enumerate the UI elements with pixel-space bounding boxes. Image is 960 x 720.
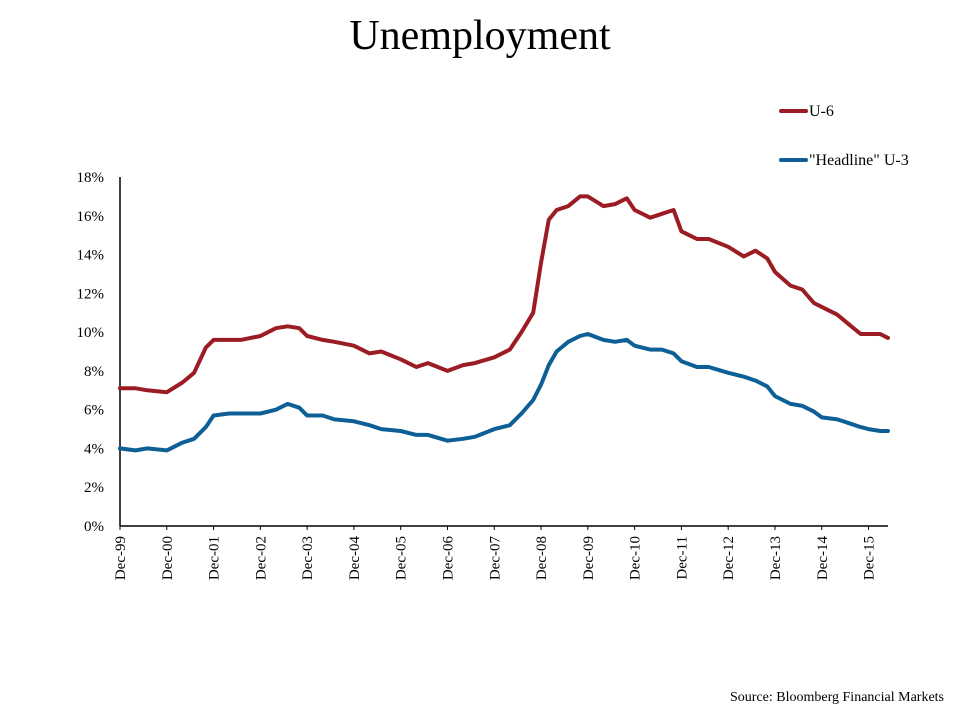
x-tick-label: Dec-14 bbox=[815, 536, 831, 581]
x-tick-label: Dec-01 bbox=[207, 536, 223, 580]
legend: U-6 "Headline" U-3 bbox=[779, 103, 909, 169]
x-tick-label: Dec-07 bbox=[487, 536, 503, 581]
x-tick-label: Dec-13 bbox=[768, 536, 784, 580]
x-tick-label: Dec-10 bbox=[628, 536, 644, 580]
x-tick-label: Dec-11 bbox=[674, 536, 690, 580]
y-tick-label: 0% bbox=[84, 519, 104, 535]
x-tick-label: Dec-05 bbox=[394, 536, 410, 580]
y-tick-label: 10% bbox=[77, 325, 105, 341]
x-tick-label: Dec-08 bbox=[534, 536, 550, 580]
y-tick-label: 8% bbox=[84, 364, 104, 380]
chart-title: Unemployment bbox=[349, 13, 611, 59]
legend-label-0: U-6 bbox=[809, 103, 834, 120]
x-tick-label: Dec-99 bbox=[113, 536, 129, 580]
y-tick-label: 2% bbox=[84, 480, 104, 496]
legend-label-1: "Headline" U-3 bbox=[809, 152, 909, 169]
x-tick-label: Dec-15 bbox=[862, 536, 878, 580]
x-tick-label: Dec-03 bbox=[300, 536, 316, 580]
y-tick-label: 14% bbox=[77, 248, 105, 264]
series-line-1 bbox=[118, 332, 890, 453]
source-note: Source: Bloomberg Financial Markets bbox=[730, 690, 944, 705]
x-tick-label: Dec-00 bbox=[160, 536, 176, 580]
x-tick-label: Dec-06 bbox=[440, 536, 456, 581]
series-layer bbox=[118, 194, 890, 453]
series-line-0 bbox=[118, 194, 890, 395]
x-tick-label: Dec-04 bbox=[347, 536, 363, 581]
y-tick-label: 6% bbox=[84, 403, 104, 419]
x-tick-label: Dec-02 bbox=[253, 536, 269, 580]
y-axis: 0% 2% 4% 6% 8% 10% 12% 14% 16% 18% bbox=[77, 170, 121, 535]
x-axis: Dec-99 Dec-00 Dec-01 Dec-02 Dec-03 Dec-04 Dec-… bbox=[113, 525, 888, 581]
y-tick-label: 12% bbox=[77, 286, 105, 302]
y-tick-label: 4% bbox=[84, 441, 104, 457]
x-tick-label: Dec-12 bbox=[721, 536, 737, 580]
x-tick-label: Dec-09 bbox=[581, 536, 597, 580]
y-tick-label: 16% bbox=[77, 209, 105, 225]
y-tick-label: 18% bbox=[77, 170, 105, 186]
